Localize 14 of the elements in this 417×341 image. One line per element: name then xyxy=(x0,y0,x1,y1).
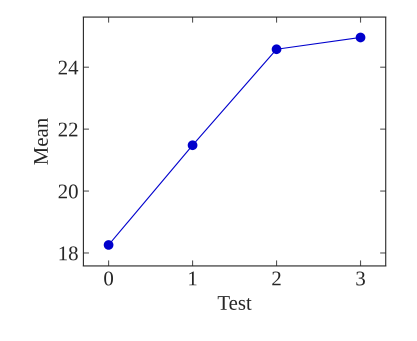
x-tick-label: 3 xyxy=(356,272,365,286)
x-tick-label: 2 xyxy=(272,272,281,286)
point xyxy=(188,140,198,150)
y-tick-label: 20 xyxy=(58,184,78,198)
point xyxy=(272,44,282,54)
y-tick-label: 22 xyxy=(58,122,78,136)
y-tick-label: 24 xyxy=(58,60,78,74)
point xyxy=(104,240,114,250)
x-axis-title: Test xyxy=(218,296,252,310)
y-tick-label: 18 xyxy=(60,246,78,260)
x-tick-label: 1 xyxy=(189,272,197,286)
x-tick-label: 0 xyxy=(104,271,114,286)
point xyxy=(356,32,366,42)
y-axis-title: Mean xyxy=(34,118,48,165)
